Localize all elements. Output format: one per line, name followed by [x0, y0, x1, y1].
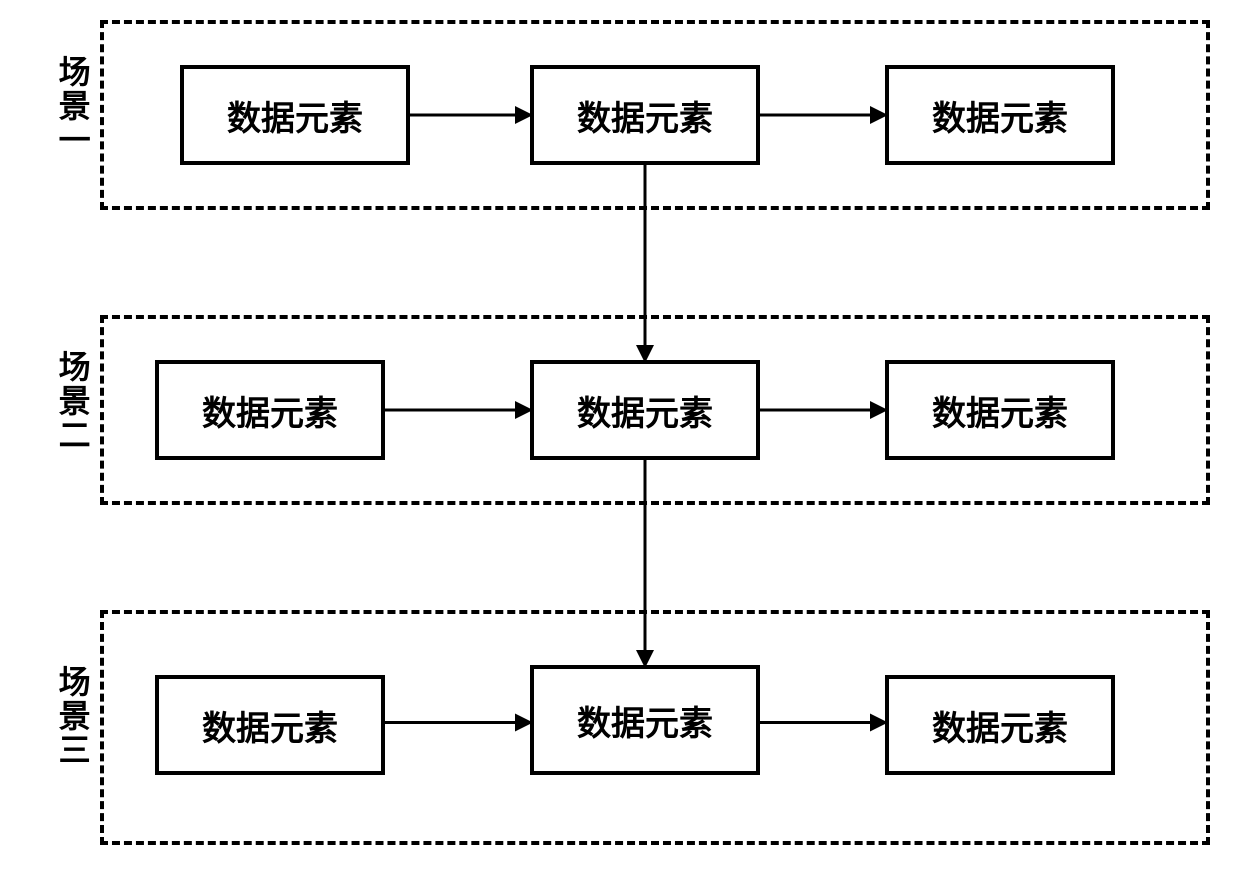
data-element-node: 数据元素	[885, 675, 1115, 775]
node-label: 数据元素	[577, 696, 713, 745]
node-label: 数据元素	[932, 386, 1068, 435]
diagram-canvas: 场景一 场景二 场景三 数据元素 数据元素 数据元素 数据元素 数据元素 数据元…	[0, 0, 1240, 874]
scene-label-3: 场景三	[55, 665, 89, 767]
data-element-node: 数据元素	[885, 360, 1115, 460]
node-label: 数据元素	[932, 701, 1068, 750]
node-label: 数据元素	[932, 91, 1068, 140]
node-label: 数据元素	[577, 91, 713, 140]
data-element-node: 数据元素	[155, 360, 385, 460]
data-element-node: 数据元素	[530, 665, 760, 775]
data-element-node: 数据元素	[180, 65, 410, 165]
data-element-node: 数据元素	[530, 65, 760, 165]
scene-label-1: 场景一	[55, 55, 89, 157]
node-label: 数据元素	[227, 91, 363, 140]
node-label: 数据元素	[202, 386, 338, 435]
data-element-node: 数据元素	[885, 65, 1115, 165]
node-label: 数据元素	[202, 701, 338, 750]
node-label: 数据元素	[577, 386, 713, 435]
data-element-node: 数据元素	[155, 675, 385, 775]
data-element-node: 数据元素	[530, 360, 760, 460]
scene-label-2: 场景二	[55, 350, 89, 452]
